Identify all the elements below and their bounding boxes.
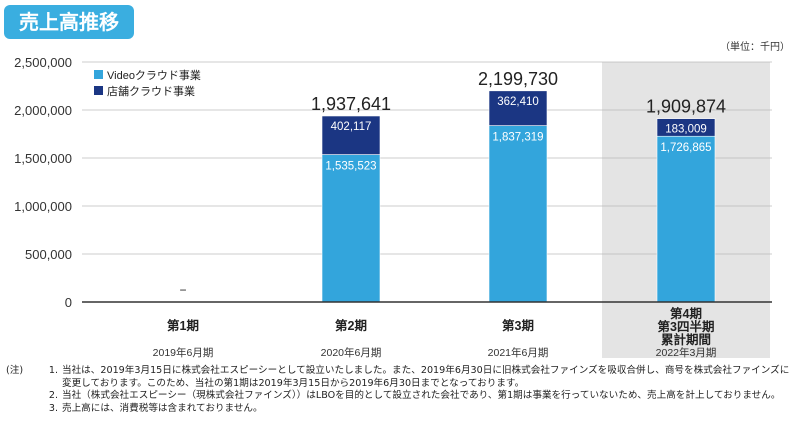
footnote: (注) 1. 当社は、2019年3月15日に株式会社エスピーシーとして設立いたしまし… <box>6 365 796 390</box>
bar-segment <box>321 115 381 155</box>
footnote-text: 当社は、2019年3月15日に株式会社エスピーシーとして設立いたしました。また、… <box>62 365 790 389</box>
bar-segment <box>488 90 548 126</box>
legend-label: 店舗クラウド事業 <box>107 84 195 98</box>
footnotes: (注) 1. 当社は、2019年3月15日に株式会社エスピーシーとして設立いたしまし… <box>6 365 796 415</box>
footnote: 2. 当社（株式会社エスピーシー（現株式会社ファインズ））はLBOを目的として設立… <box>6 390 796 403</box>
total-label: 1,909,874 <box>646 97 726 117</box>
segment-label: 402,117 <box>331 121 372 133</box>
chart-title: 売上高推移 <box>4 5 134 39</box>
footnote-lead: (注) <box>6 365 24 376</box>
category-label: 第3期 <box>502 318 534 333</box>
footnote-text: 当社（株式会社エスピーシー（現株式会社ファインズ））はLBOを目的として設立され… <box>62 390 781 401</box>
total-label: 2,199,730 <box>478 69 558 89</box>
y-tick-label: 500,000 <box>25 247 72 262</box>
y-tick-label: 2,000,000 <box>14 103 72 118</box>
footnote-lead <box>6 390 26 403</box>
category-label: 第1期 <box>167 318 199 333</box>
total-label: 1,937,641 <box>311 94 391 114</box>
total-label: − <box>179 283 186 297</box>
category-date: 2019年6月期 <box>153 346 214 359</box>
y-tick-label: 1,000,000 <box>14 199 72 214</box>
category-label: 第2期 <box>335 318 367 333</box>
footnote-number: 3. <box>48 402 58 414</box>
segment-label: 362,410 <box>497 96 539 108</box>
legend-label: Videoクラウド事業 <box>107 69 201 82</box>
footnote: 3. 売上高には、消費税等は含まれておりません。 <box>6 403 796 416</box>
category-date: 2022年3月期 <box>656 346 717 359</box>
bar-segment <box>321 154 381 303</box>
legend-swatch <box>94 86 103 95</box>
y-tick-label: 0 <box>65 295 72 310</box>
segment-label: 183,009 <box>665 124 707 136</box>
category-label: 第3四半期 <box>658 319 715 334</box>
footnote-number: 1. <box>48 365 58 376</box>
category-date: 2020年6月期 <box>321 346 382 359</box>
footnote-number: 2. <box>48 390 58 401</box>
y-tick-label: 1,500,000 <box>14 151 72 166</box>
footnote-lead <box>6 403 26 416</box>
category-date: 2021年6月期 <box>488 346 549 359</box>
unit-label: （単位：千円） <box>720 40 790 53</box>
segment-label: 1,837,319 <box>492 132 543 144</box>
legend-swatch <box>94 70 103 79</box>
segment-label: 1,535,523 <box>325 161 376 173</box>
segment-label: 1,726,865 <box>660 142 711 154</box>
category-label: 第4期 <box>670 306 702 321</box>
footnote-text: 売上高には、消費税等は含まれておりません。 <box>62 402 263 414</box>
bar-segment <box>656 135 716 303</box>
bar-segment <box>488 125 548 303</box>
category-label: 累計期間 <box>661 332 711 347</box>
y-tick-label: 2,500,000 <box>14 55 72 70</box>
bar-segment <box>656 118 716 137</box>
